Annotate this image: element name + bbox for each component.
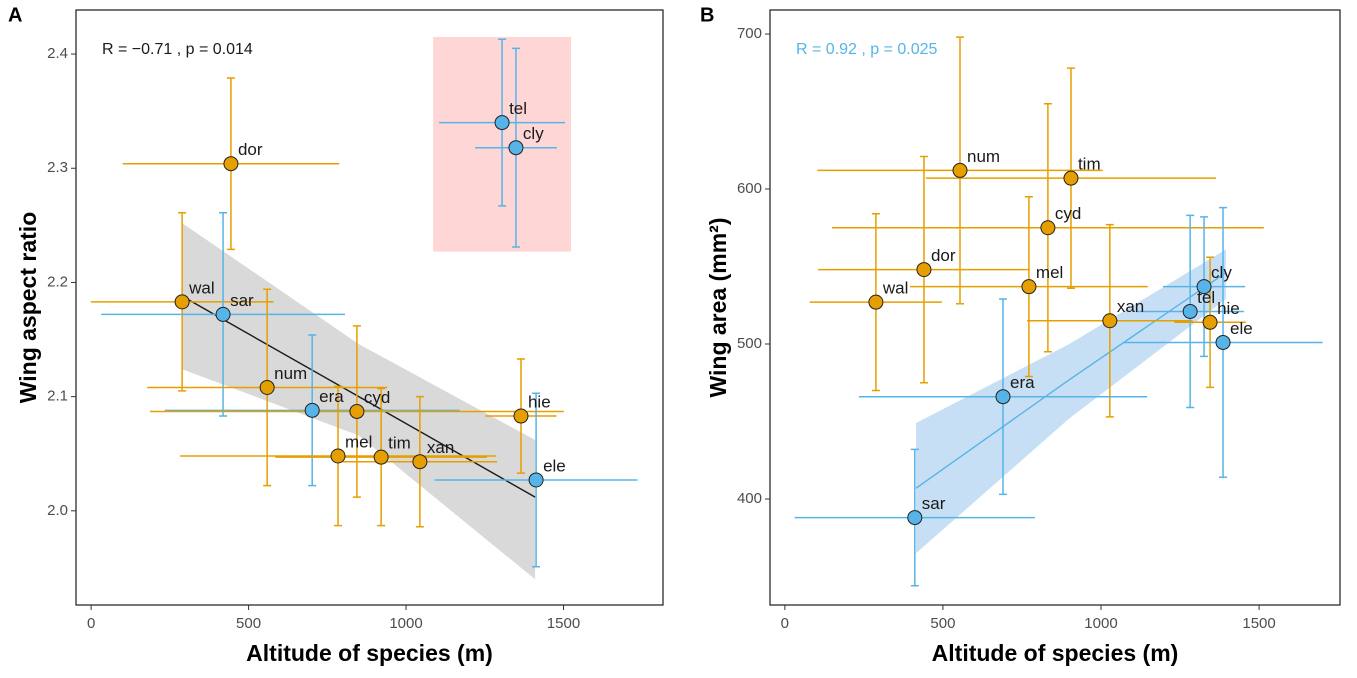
- y-tick-label: 500: [737, 335, 762, 352]
- data-point: [952, 162, 968, 178]
- data-point: [513, 408, 529, 424]
- data-point: [494, 115, 510, 131]
- data-point: [1102, 313, 1118, 329]
- stat-annotation: R = 0.92 , p = 0.025: [796, 41, 938, 58]
- point-label: ele: [543, 456, 566, 475]
- x-tick-label: 500: [236, 615, 261, 632]
- point-label: cyd: [1055, 204, 1081, 223]
- data-point: [995, 389, 1011, 405]
- point-label: num: [967, 147, 1000, 166]
- point-label: mel: [1036, 263, 1063, 282]
- data-point: [868, 294, 884, 310]
- x-tick-label: 0: [781, 615, 789, 632]
- data-point: [508, 140, 524, 156]
- fit-line: [915, 272, 1227, 489]
- data-point: [1196, 279, 1212, 295]
- y-tick-label: 2.4: [47, 45, 68, 62]
- data-point: [373, 449, 389, 465]
- point-label: tel: [509, 99, 527, 118]
- x-tick-label: 1500: [547, 615, 580, 632]
- data-point: [1202, 314, 1218, 330]
- stat-annotation: R = −0.71 , p = 0.014: [102, 41, 253, 58]
- data-point: [1215, 334, 1231, 350]
- x-tick-label: 500: [930, 615, 955, 632]
- data-point: [259, 379, 275, 395]
- point-label: dor: [238, 140, 263, 159]
- y-axis-title: Wing area (mm²): [705, 218, 731, 398]
- data-point: [330, 448, 346, 464]
- point-label: hie: [1217, 299, 1240, 318]
- point-label: ele: [1230, 319, 1253, 338]
- y-tick-label: 2.2: [47, 273, 68, 290]
- x-tick-label: 1000: [1084, 615, 1117, 632]
- plot-frame: [75, 9, 664, 606]
- data-point: [916, 262, 932, 278]
- x-axis-title: Altitude of species (m): [246, 640, 493, 666]
- point-label: era: [1010, 373, 1035, 392]
- data-point: [907, 510, 923, 526]
- data-point: [412, 454, 428, 470]
- fit-line: [181, 295, 536, 498]
- point-label: sar: [230, 291, 254, 310]
- x-tick-label: 1000: [389, 615, 422, 632]
- data-point: [349, 403, 365, 419]
- point-label: cly: [1211, 263, 1232, 282]
- point-label: xan: [427, 438, 454, 457]
- x-tick-label: 0: [87, 615, 95, 632]
- data-point: [223, 156, 239, 172]
- point-label: mel: [345, 432, 372, 451]
- data-point: [1021, 279, 1037, 295]
- y-axis-title: Wing aspect ratio: [15, 212, 41, 404]
- y-tick-label: 2.1: [47, 388, 68, 405]
- point-label: tim: [388, 434, 411, 453]
- data-point: [528, 472, 544, 488]
- point-label: wal: [882, 279, 909, 298]
- data-point: [1063, 170, 1079, 186]
- point-label: sar: [922, 494, 946, 513]
- point-label: cly: [523, 124, 544, 143]
- data-point: [1182, 303, 1198, 319]
- y-tick-label: 400: [737, 490, 762, 507]
- x-tick-label: 1500: [1242, 615, 1275, 632]
- point-label: tel: [1197, 288, 1215, 307]
- confidence-band: [182, 223, 536, 580]
- panel-letter: A: [8, 4, 22, 26]
- point-label: dor: [931, 246, 956, 265]
- x-axis-title: Altitude of species (m): [932, 640, 1179, 666]
- point-label: hie: [528, 393, 551, 412]
- data-point: [215, 306, 231, 322]
- plot-frame: [769, 9, 1341, 606]
- data-point: [174, 294, 190, 310]
- confidence-band: [916, 249, 1226, 554]
- y-tick-label: 2.3: [47, 159, 68, 176]
- data-point: [304, 402, 320, 418]
- data-point: [1040, 220, 1056, 236]
- y-tick-label: 600: [737, 180, 762, 197]
- y-tick-label: 700: [737, 25, 762, 42]
- point-label: num: [274, 364, 307, 383]
- y-tick-label: 2.0: [47, 502, 68, 519]
- point-label: tim: [1078, 155, 1101, 174]
- point-label: xan: [1117, 297, 1144, 316]
- point-label: wal: [188, 278, 215, 297]
- point-label: cyd: [364, 388, 390, 407]
- point-label: era: [319, 387, 344, 406]
- panel-letter: B: [700, 4, 714, 26]
